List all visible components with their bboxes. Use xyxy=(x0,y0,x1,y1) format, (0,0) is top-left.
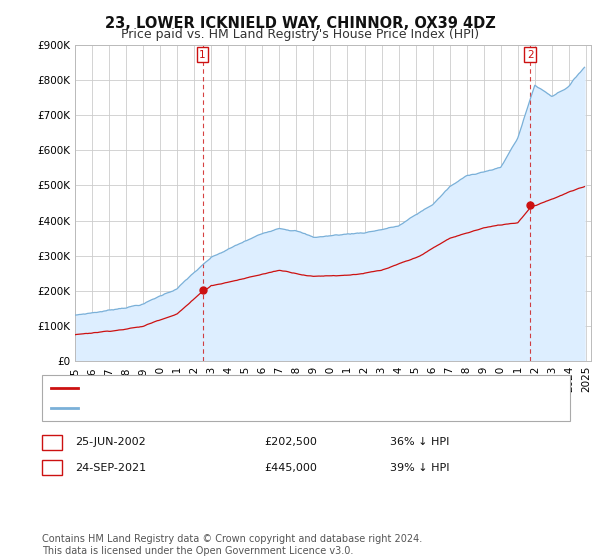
Text: 39% ↓ HPI: 39% ↓ HPI xyxy=(390,463,449,473)
Text: 1: 1 xyxy=(199,49,206,59)
Text: 1: 1 xyxy=(49,437,56,447)
Text: Price paid vs. HM Land Registry's House Price Index (HPI): Price paid vs. HM Land Registry's House … xyxy=(121,28,479,41)
Text: 2: 2 xyxy=(49,463,56,473)
Text: £202,500: £202,500 xyxy=(264,437,317,447)
Text: £445,000: £445,000 xyxy=(264,463,317,473)
Text: 2: 2 xyxy=(527,49,533,59)
Text: Contains HM Land Registry data © Crown copyright and database right 2024.
This d: Contains HM Land Registry data © Crown c… xyxy=(42,534,422,556)
Text: 24-SEP-2021: 24-SEP-2021 xyxy=(76,463,147,473)
Text: 36% ↓ HPI: 36% ↓ HPI xyxy=(390,437,449,447)
Text: 23, LOWER ICKNIELD WAY, CHINNOR, OX39 4DZ: 23, LOWER ICKNIELD WAY, CHINNOR, OX39 4D… xyxy=(104,16,496,31)
Text: HPI: Average price, detached house, South Oxfordshire: HPI: Average price, detached house, Sout… xyxy=(83,403,390,413)
Text: 23, LOWER ICKNIELD WAY, CHINNOR, OX39 4DZ (detached house): 23, LOWER ICKNIELD WAY, CHINNOR, OX39 4D… xyxy=(83,383,452,393)
Text: 25-JUN-2002: 25-JUN-2002 xyxy=(76,437,146,447)
